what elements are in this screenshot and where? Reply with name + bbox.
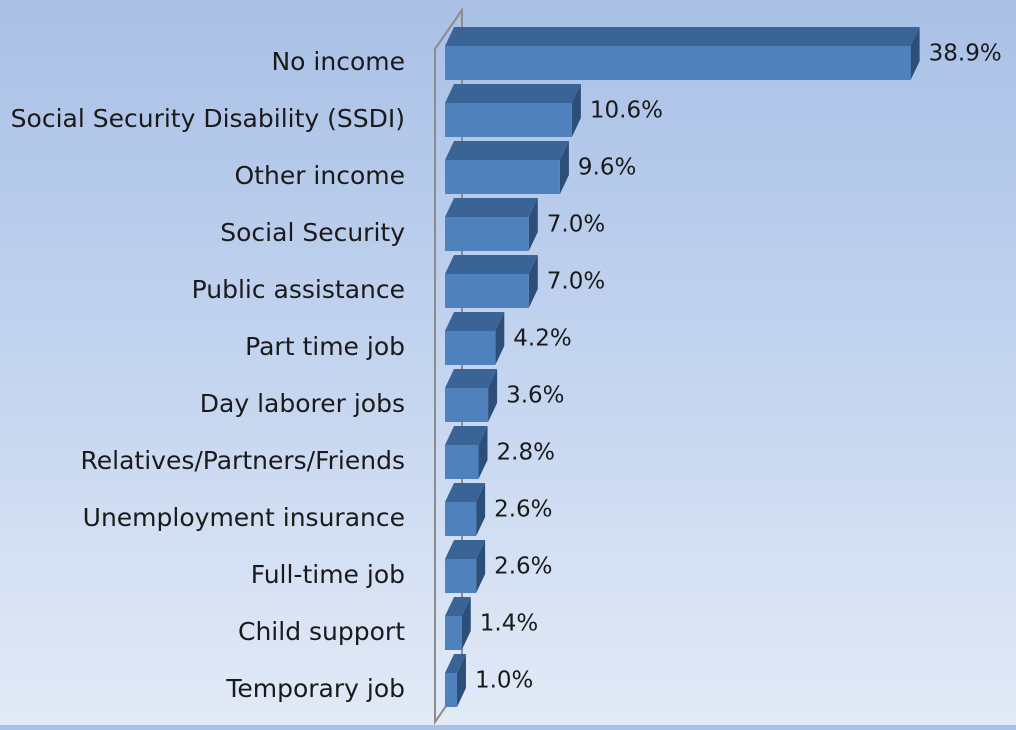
- value-label: 4.2%: [513, 326, 571, 352]
- bar-group: [445, 483, 486, 536]
- bar-top: [445, 654, 466, 673]
- bar-group: [445, 597, 471, 650]
- value-label: 10.6%: [590, 98, 663, 124]
- value-label: 7.0%: [547, 212, 605, 238]
- bar: [445, 103, 572, 137]
- bar: [445, 673, 457, 707]
- bar-group: [445, 540, 486, 593]
- bar-side: [495, 312, 505, 365]
- bar-side: [528, 255, 538, 308]
- bar: [445, 217, 529, 251]
- bar-top: [445, 597, 471, 616]
- bar-side: [488, 369, 498, 422]
- bar-side: [528, 198, 538, 251]
- bar: [445, 388, 489, 422]
- bar-group: [445, 255, 538, 308]
- bar-top: [445, 27, 920, 46]
- bar: [445, 274, 529, 308]
- bar-side: [571, 84, 581, 137]
- category-label: No income: [271, 47, 405, 76]
- bar-group: [445, 369, 498, 422]
- bar-group: [445, 141, 569, 194]
- bar: [445, 331, 496, 365]
- category-label: Social Security: [220, 218, 405, 247]
- value-label: 7.0%: [547, 269, 605, 295]
- bar-side: [559, 141, 569, 194]
- bar-side: [476, 540, 486, 593]
- category-label: Other income: [235, 161, 406, 190]
- bar: [445, 160, 560, 194]
- category-label: Public assistance: [192, 275, 405, 304]
- bar-top: [445, 84, 581, 103]
- category-label: Temporary job: [225, 674, 405, 703]
- value-label: 2.6%: [494, 554, 552, 580]
- value-label: 9.6%: [578, 155, 636, 181]
- bar-top: [445, 312, 505, 331]
- category-label: Child support: [238, 617, 405, 646]
- bar-side: [456, 654, 466, 707]
- bar-side: [478, 426, 488, 479]
- bar: [445, 616, 462, 650]
- bar-group: [445, 27, 920, 80]
- bar: [445, 502, 477, 536]
- bar-side: [461, 597, 471, 650]
- bar-top: [445, 483, 486, 502]
- bar-group: [445, 312, 505, 365]
- bar-top: [445, 540, 486, 559]
- category-label: Relatives/Partners/Friends: [81, 446, 405, 475]
- value-label: 38.9%: [929, 41, 1002, 67]
- value-label: 2.6%: [494, 497, 552, 523]
- category-label: Full-time job: [251, 560, 405, 589]
- bar: [445, 559, 477, 593]
- category-label: Day laborer jobs: [200, 389, 405, 418]
- bar: [445, 445, 479, 479]
- category-label: Social Security Disability (SSDI): [11, 104, 405, 133]
- bar-side: [476, 483, 486, 536]
- value-label: 3.6%: [506, 383, 564, 409]
- bar-group: [445, 426, 488, 479]
- value-label: 1.4%: [480, 611, 538, 637]
- bar-side: [910, 27, 920, 80]
- value-label: 2.8%: [497, 440, 555, 466]
- bar-group: [445, 198, 538, 251]
- bar-group: [445, 84, 581, 137]
- bar-top: [445, 255, 538, 274]
- bar-top: [445, 426, 488, 445]
- category-label: Unemployment insurance: [83, 503, 405, 532]
- bar-group: [445, 654, 466, 707]
- bar-top: [445, 141, 569, 160]
- category-label: Part time job: [245, 332, 405, 361]
- bar-top: [445, 198, 538, 217]
- bar-top: [445, 369, 498, 388]
- value-label: 1.0%: [475, 668, 533, 694]
- bar: [445, 46, 911, 80]
